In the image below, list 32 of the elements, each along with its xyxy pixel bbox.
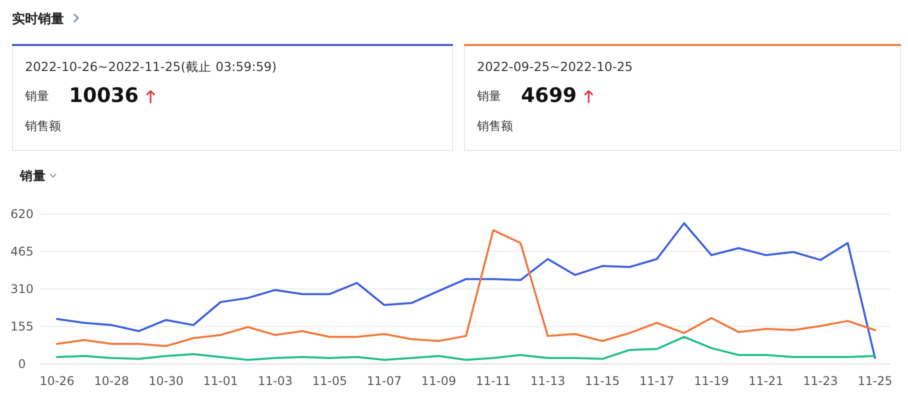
y-tick-label: 465 (10, 244, 34, 258)
x-tick-label: 10-30 (148, 374, 184, 388)
text: 4699 (521, 83, 577, 107)
line-series (56, 336, 876, 361)
y-tick-label: 310 (10, 282, 34, 296)
y-tick-label: 0 (18, 357, 26, 371)
x-tick-label: 11-03 (258, 374, 293, 388)
x-tick-label: 11-09 (421, 374, 456, 388)
text: 销售额 (476, 119, 513, 133)
text: 销量 (24, 89, 49, 103)
x-tick-label: 11-21 (748, 374, 784, 388)
text: 销量 (476, 89, 501, 103)
x-tick-label: 11-11 (476, 374, 511, 388)
text: 实时销量 (12, 11, 64, 27)
x-tick-label: 10-28 (94, 374, 129, 388)
x-tick-label: 11-01 (203, 374, 238, 388)
x-tick-label: 11-23 (803, 374, 838, 388)
text: 2022-10-26~2022-11-25(截止 03:59:59) (25, 59, 277, 74)
x-tick-label: 10-26 (40, 374, 74, 388)
x-tick-label: 11-07 (366, 374, 402, 388)
text: 2022-09-25~2022-10-25 (477, 59, 633, 74)
chart-title: 销量 (19, 168, 46, 183)
x-tick-label: 11-19 (694, 374, 729, 388)
text: 销售额 (24, 119, 61, 133)
x-tick-label: 11-05 (312, 374, 348, 388)
text: 10036 (69, 83, 139, 107)
y-tick-label: 155 (10, 320, 34, 334)
x-tick-label: 11-15 (584, 374, 620, 388)
x-tick-label: 11-13 (530, 374, 566, 388)
x-tick-label: 11-17 (639, 374, 674, 388)
x-tick-label: 11-25 (858, 374, 892, 388)
y-tick-label: 620 (10, 207, 34, 221)
